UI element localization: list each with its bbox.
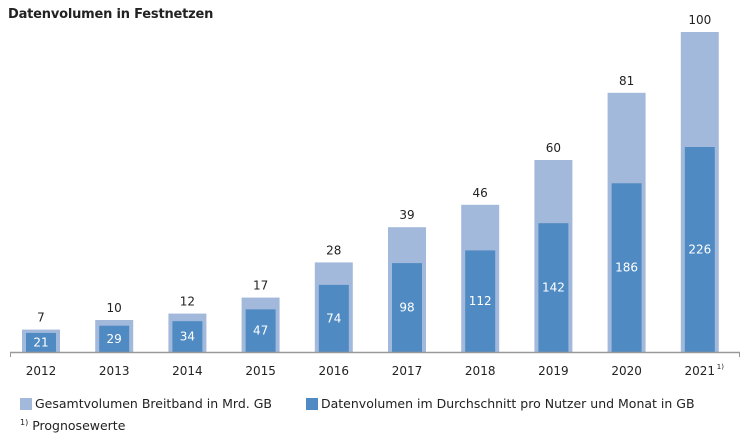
data-label-datenvolumen: 142 bbox=[542, 281, 565, 295]
bar-datenvolumen bbox=[465, 250, 496, 352]
x-tick-label: 2021 bbox=[685, 364, 716, 378]
footnote: 1) Prognosewerte bbox=[20, 418, 125, 433]
legend-label: Gesamtvolumen Breitband in Mrd. GB bbox=[35, 396, 272, 411]
data-label-datenvolumen: 29 bbox=[107, 332, 122, 346]
legend-item-datenvolumen: Datenvolumen im Durchschnitt pro Nutzer … bbox=[306, 396, 695, 411]
bar-datenvolumen bbox=[611, 183, 642, 352]
chart-title: Datenvolumen in Festnetzen bbox=[8, 7, 214, 22]
x-tick-label: 2018 bbox=[465, 364, 496, 378]
data-label-gesamtvolumen: 28 bbox=[326, 243, 341, 257]
data-label-datenvolumen: 226 bbox=[688, 243, 711, 257]
x-tick-label: 2014 bbox=[172, 364, 203, 378]
bar-datenvolumen bbox=[684, 147, 715, 352]
x-tick-label: 2015 bbox=[245, 364, 276, 378]
bar-datenvolumen bbox=[26, 332, 56, 352]
legend-item-gesamtvolumen: Gesamtvolumen Breitband in Mrd. GB bbox=[20, 396, 272, 411]
x-tick-label: 2012 bbox=[26, 364, 57, 378]
footnote-mark: 1) bbox=[20, 418, 29, 427]
data-label-datenvolumen: 47 bbox=[253, 324, 268, 338]
legend-swatch-dark bbox=[306, 397, 318, 410]
data-label-gesamtvolumen: 100 bbox=[688, 13, 711, 27]
x-tick-label: 2016 bbox=[319, 364, 350, 378]
data-label-datenvolumen: 34 bbox=[180, 330, 195, 344]
x-tick-footnote-mark: 1) bbox=[717, 363, 724, 371]
x-tick-label: 2017 bbox=[392, 364, 423, 378]
bar-datenvolumen bbox=[392, 263, 422, 352]
data-label-gesamtvolumen: 17 bbox=[253, 279, 268, 293]
data-label-gesamtvolumen: 10 bbox=[107, 301, 122, 315]
x-tick-label: 2013 bbox=[99, 364, 130, 378]
x-tick-label: 2019 bbox=[538, 364, 569, 378]
bar-datenvolumen bbox=[99, 325, 130, 352]
bar-datenvolumen bbox=[172, 321, 203, 352]
data-label-gesamtvolumen: 81 bbox=[619, 74, 634, 88]
data-label-datenvolumen: 98 bbox=[399, 301, 414, 315]
data-label-datenvolumen: 186 bbox=[615, 261, 638, 275]
data-label-gesamtvolumen: 12 bbox=[180, 295, 195, 309]
data-label-datenvolumen: 21 bbox=[33, 335, 48, 349]
data-label-datenvolumen: 112 bbox=[469, 294, 492, 308]
x-tick-label: 2020 bbox=[611, 364, 642, 378]
bar-datenvolumen bbox=[538, 223, 569, 352]
data-label-gesamtvolumen: 39 bbox=[399, 208, 414, 222]
data-label-gesamtvolumen: 60 bbox=[546, 141, 561, 155]
bar-datenvolumen bbox=[245, 309, 276, 352]
data-label-gesamtvolumen: 7 bbox=[37, 311, 45, 325]
legend-swatch-light bbox=[20, 397, 32, 410]
data-label-gesamtvolumen: 46 bbox=[473, 186, 488, 200]
footnote-text: Prognosewerte bbox=[32, 418, 126, 434]
bar-datenvolumen bbox=[318, 284, 349, 352]
legend-label: Datenvolumen im Durchschnitt pro Nutzer … bbox=[321, 396, 695, 411]
data-label-datenvolumen: 74 bbox=[326, 311, 341, 325]
